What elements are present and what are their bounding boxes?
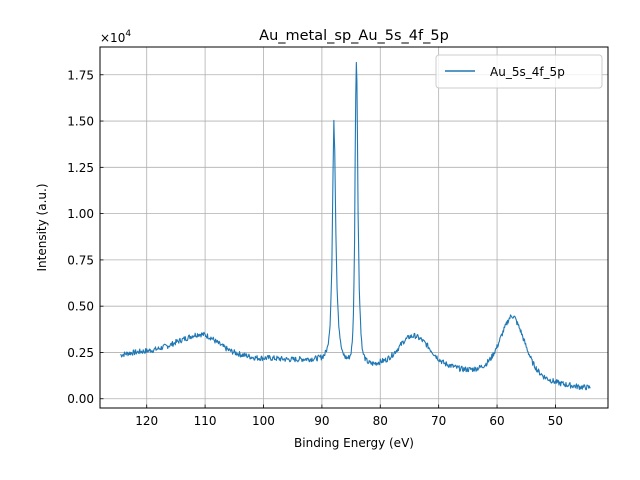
x-tick-label: 100 [252, 414, 275, 428]
y-tick-label: 0.00 [67, 392, 94, 406]
plot-frame [99, 46, 609, 409]
legend-entry-label: Au_5s_4f_5p [490, 65, 565, 79]
x-tick-label: 90 [314, 414, 329, 428]
y-axis-multiplier: ×104 [100, 29, 131, 45]
ticks: 120 110 100 90 80 70 60 50 0.00 0.25 0.50 0.75 1.00 1… [67, 68, 563, 428]
y-axis-multiplier-base: ×10 [100, 31, 125, 45]
y-tick-label: 1.50 [67, 115, 94, 129]
x-tick-label: 70 [431, 414, 446, 428]
chart-title: Au_metal_sp_Au_5s_4f_5p [259, 28, 449, 44]
y-tick-label: 1.00 [67, 207, 94, 221]
x-axis-label: Binding Energy (eV) [294, 436, 414, 450]
x-tick-label: 50 [548, 414, 563, 428]
x-tick-label: 120 [135, 414, 158, 428]
y-tick-label: 0.50 [67, 300, 94, 314]
y-axis-multiplier-exponent: 4 [125, 29, 131, 39]
series-line [120, 61, 591, 391]
x-tick-label: 110 [194, 414, 217, 428]
y-tick-label: 1.25 [67, 161, 94, 175]
legend: Au_5s_4f_5p [435, 54, 603, 89]
y-tick-label: 1.75 [67, 68, 94, 82]
y-axis-label: Intensity (a.u.) [35, 184, 49, 272]
series-layer [120, 61, 591, 391]
x-tick-label: 80 [373, 414, 388, 428]
y-tick-label: 0.75 [67, 253, 94, 267]
legend-box [435, 54, 603, 89]
x-tick-label: 60 [489, 414, 504, 428]
y-tick-label: 0.25 [67, 346, 94, 360]
